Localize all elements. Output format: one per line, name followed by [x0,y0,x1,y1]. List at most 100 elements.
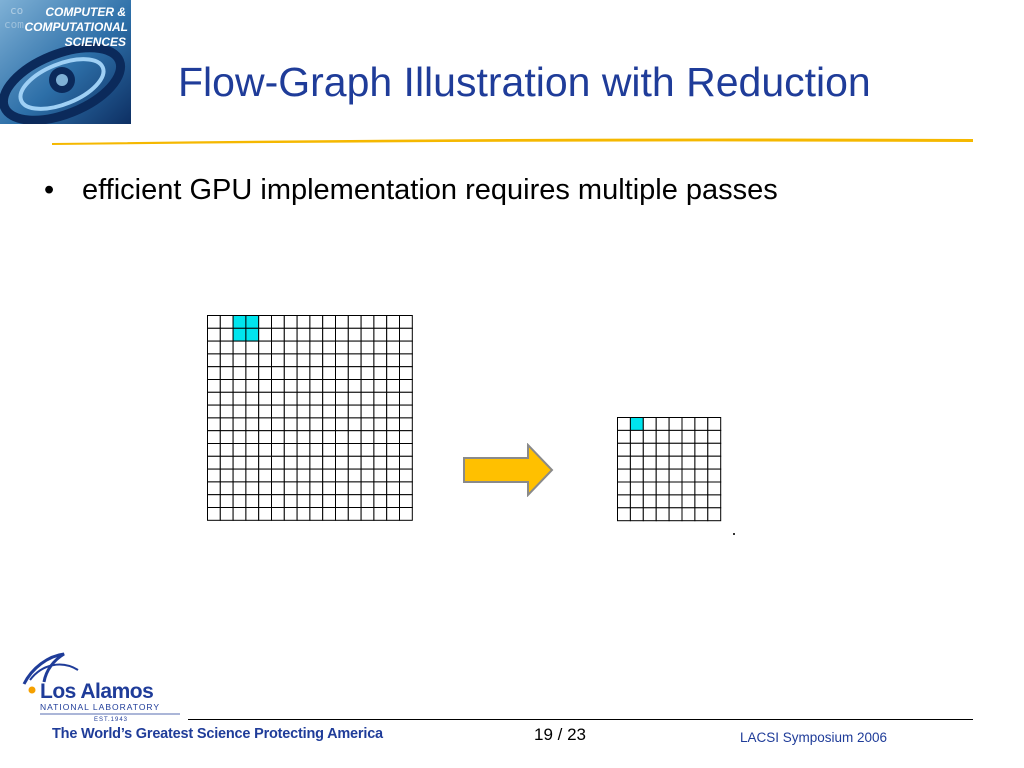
grid-cell [373,404,388,419]
grid-cell [207,494,221,508]
grid-cell [629,481,644,496]
grid-cell [694,455,709,470]
large-grid [207,315,413,521]
grid-cell [258,455,273,470]
grid-cell [232,468,247,483]
grid-cell [642,494,657,509]
grid-cell [399,353,413,368]
grid-cell [386,327,400,342]
grid-cell [245,443,260,457]
grid-cell [258,315,273,329]
grid-cell [271,481,285,496]
grid-cell [360,455,375,470]
grid-cell [296,391,311,406]
grid-cell [335,353,349,368]
grid-cell [360,315,375,329]
grid-cell [681,417,696,431]
grid-cell [360,443,375,457]
grid-cell [360,353,375,368]
grid-cell [219,327,234,342]
grid-cell [245,417,260,432]
grid-cell [655,468,670,483]
grid-cell [681,442,696,457]
grid-cell [617,468,631,483]
grid-cell [347,315,362,329]
grid-cell [271,327,285,342]
grid-cell [296,417,311,432]
grid-cell [232,430,247,444]
grid-cell [335,481,349,496]
grid-cell [335,443,349,457]
grid-cell [207,379,221,393]
grid-cell [245,366,260,381]
grid-cell [207,391,221,406]
grid-cell [681,481,696,496]
grid-cell [322,430,336,444]
highlighted-cell [232,327,247,342]
grid-cell [707,455,722,470]
grid-cell [283,353,298,368]
grid-cell [360,379,375,393]
grid-cell [271,455,285,470]
grid-cell [309,507,324,521]
highlighted-cell [245,315,260,329]
grid-cell [655,494,670,509]
grid-cell [296,443,311,457]
right-arrow-icon [463,443,554,497]
grid-cell [296,468,311,483]
grid-cell [207,340,221,355]
bullet-item: • efficient GPU implementation requires m… [44,170,778,210]
grid-cell [655,442,670,457]
grid-cell [386,353,400,368]
grid-cell [347,455,362,470]
grid-cell [207,366,221,381]
grid-cell [681,429,696,444]
grid-cell [360,430,375,444]
grid-cell [386,430,400,444]
conference-name: LACSI Symposium 2006 [740,730,888,745]
grid-cell [283,340,298,355]
grid-cell [232,340,247,355]
grid-cell [373,366,388,381]
grid-cell [232,417,247,432]
grid-cell [245,379,260,393]
grid-cell [655,507,670,522]
grid-cell [283,494,298,508]
grid-cell [629,455,644,470]
grid-cell [283,417,298,432]
grid-cell [207,353,221,368]
grid-cell [232,379,247,393]
grid-cell [271,391,285,406]
grid-cell [694,494,709,509]
grid-cell [360,481,375,496]
computer-computational-sciences-logo: co com COMPUTER & COMPUTATIONAL SCIENCES [0,0,131,125]
grid-cell [232,404,247,419]
grid-cell [283,327,298,342]
grid-cell [347,379,362,393]
grid-cell [296,366,311,381]
grid-cell [232,353,247,368]
grid-cell [258,468,273,483]
grid-cell [347,507,362,521]
grid-cell [399,404,413,419]
grid-cell [373,443,388,457]
grid-cell [322,417,336,432]
grid-cell [322,353,336,368]
grid-cell [283,443,298,457]
grid-cell [245,404,260,419]
grid-cell [322,507,336,521]
grid-cell [283,315,298,329]
grid-cell [642,455,657,470]
grid-cell [373,379,388,393]
grid-cell [309,481,324,496]
grid-cell [283,468,298,483]
grid-cell [373,468,388,483]
grid-cell [335,417,349,432]
grid-cell [296,481,311,496]
grid-cell [335,327,349,342]
grid-cell [386,468,400,483]
grid-cell [347,404,362,419]
grid-cell [386,340,400,355]
page-number: 19 / 23 [534,725,586,744]
grid-cell [386,494,400,508]
